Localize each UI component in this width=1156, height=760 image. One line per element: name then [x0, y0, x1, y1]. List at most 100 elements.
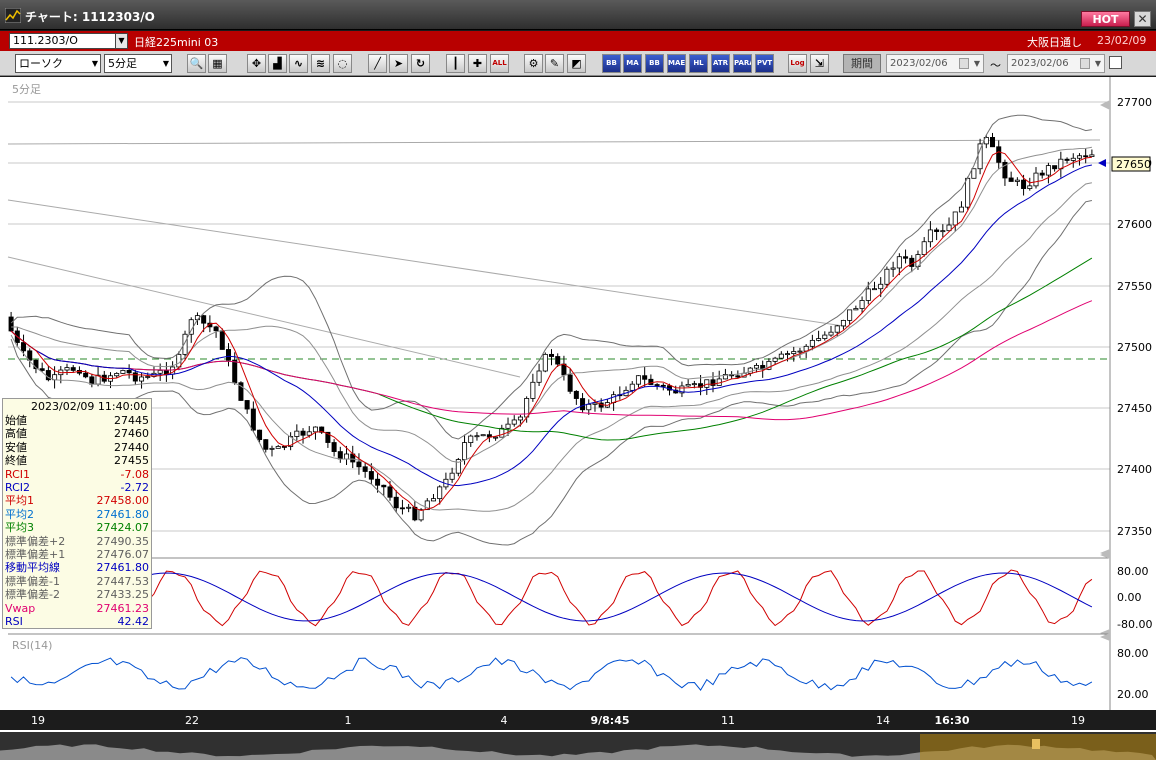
axis-arrow-icon — [1100, 100, 1110, 110]
data-window-value: 27440 — [114, 440, 149, 454]
data-window-label: 高値 — [5, 427, 27, 441]
toolbar-button-para[interactable]: PARA — [733, 54, 752, 73]
data-window-label: 標準偏差-1 — [5, 574, 60, 588]
data-window-label: 標準偏差+1 — [5, 548, 66, 561]
candle-body — [21, 342, 27, 352]
candle-body — [325, 431, 331, 443]
chevron-down-icon: ▼ — [162, 59, 169, 68]
hot-button[interactable]: HOT — [1081, 11, 1130, 27]
calendar-icon[interactable] — [959, 58, 969, 69]
toolbar-button-mae[interactable]: MAE — [667, 54, 686, 73]
candle-body — [356, 461, 362, 468]
x-axis-bar — [0, 710, 1156, 730]
ma-icon[interactable]: ∿ — [289, 54, 308, 73]
date-to-input[interactable]: 2023/02/06 ▼ — [1007, 54, 1105, 73]
candle-body — [691, 383, 697, 386]
candle-icon[interactable]: ┃ — [446, 54, 465, 73]
cross-icon[interactable]: ✚ — [468, 54, 487, 73]
price-tick-label: 27700 — [1117, 96, 1152, 109]
candle-body — [344, 453, 350, 460]
cursor-icon[interactable]: ✥ — [247, 54, 266, 73]
candle-body — [735, 375, 741, 378]
draw-line-icon[interactable]: ╱ — [368, 54, 387, 73]
x-tick-label: 14 — [876, 714, 890, 727]
candle-body — [257, 429, 263, 441]
price-tick-label: 27400 — [1117, 463, 1152, 476]
toolbar-button-log[interactable]: Log — [788, 54, 807, 73]
indicator-icon[interactable]: ▟ — [268, 54, 287, 73]
data-window-row: 移動平均線 27461.80 — [5, 561, 151, 574]
market-date: 23/02/09 — [1097, 34, 1147, 47]
data-window-row: 平均2 27461.80 — [5, 508, 151, 521]
period-button[interactable]: 期間 — [843, 54, 881, 73]
period-checkbox[interactable] — [1109, 56, 1122, 69]
candle-body — [511, 419, 517, 425]
current-price-arrow-icon — [1098, 159, 1106, 167]
symbol-dropdown-button[interactable]: ▼ — [115, 33, 128, 49]
candle-body — [225, 349, 232, 361]
toolbar-button-bb[interactable]: BB — [602, 54, 621, 73]
candle-body — [331, 442, 337, 452]
candle-body — [635, 375, 641, 385]
x-tick-label: 1 — [345, 714, 352, 727]
candle-body — [381, 484, 387, 488]
chevron-down-icon[interactable]: ▼ — [1094, 59, 1101, 68]
candle-body — [70, 367, 76, 371]
chart-area[interactable]: 27700 27650 27600 27550 27500 27450 27400 27350… — [0, 77, 1156, 760]
candle-body — [530, 381, 536, 399]
candle-body — [971, 168, 977, 179]
candle-body — [375, 478, 381, 486]
brush-icon[interactable]: ✎ — [545, 54, 564, 73]
chevron-down-icon: ▼ — [91, 59, 98, 68]
candle-body — [853, 308, 859, 311]
candle-body — [878, 283, 884, 290]
candle-body — [368, 471, 374, 480]
candle-body — [548, 353, 555, 357]
x-tick-label: 11 — [721, 714, 735, 727]
export-icon[interactable]: ⇲ — [810, 54, 829, 73]
interval-select[interactable]: 5分足 ▼ — [104, 54, 172, 73]
candle-body — [337, 451, 343, 460]
candle-body — [201, 315, 207, 324]
candle-body — [840, 319, 846, 327]
grid-icon[interactable]: ▦ — [208, 54, 227, 73]
toolbar-button-atr[interactable]: ATR — [711, 54, 730, 73]
date-to-value: 2023/02/06 — [1011, 58, 1069, 69]
data-window-row: 高値 27460 — [5, 427, 151, 440]
candle-body — [710, 379, 716, 386]
ma1-line — [10, 151, 1092, 512]
zoom-icon[interactable]: 🔍 — [187, 54, 206, 73]
all-icon[interactable]: ALL — [490, 54, 509, 73]
rotate-icon[interactable]: ↻ — [411, 54, 430, 73]
x-tick-label: 4 — [501, 714, 508, 727]
chart-type-select[interactable]: ローソク ▼ — [15, 54, 101, 73]
data-window-label: RCI1 — [5, 467, 31, 481]
rsi-label: RSI(14) — [12, 639, 52, 652]
candle-body — [952, 211, 958, 226]
candle-body — [145, 376, 151, 378]
data-window-label: 標準偏差-2 — [5, 588, 60, 602]
pointer-icon[interactable]: ➤ — [389, 54, 408, 73]
toolbar-button-hl[interactable]: HL — [689, 54, 708, 73]
data-window-row: 標準偏差-1 27447.53 — [5, 575, 151, 588]
data-window-value: -2.72 — [120, 481, 149, 494]
calendar-icon[interactable] — [1080, 58, 1090, 69]
data-window-value: 27476.07 — [96, 548, 150, 561]
toolbar-button-pvt[interactable]: PVT — [755, 54, 774, 73]
toolbar-button-ma[interactable]: MA — [623, 54, 642, 73]
date-from-input[interactable]: 2023/02/06 ▼ — [886, 54, 984, 73]
disabled-icon[interactable]: ◌ — [333, 54, 352, 73]
settings-icon[interactable]: ⚙ — [524, 54, 543, 73]
candle-body — [654, 384, 660, 386]
chevron-down-icon[interactable]: ▼ — [973, 59, 980, 68]
close-button[interactable]: ✕ — [1134, 11, 1151, 27]
candle-body — [542, 353, 548, 372]
toolbar-button-bb[interactable]: BB — [645, 54, 664, 73]
bollinger-icon[interactable]: ≋ — [311, 54, 330, 73]
color-icon[interactable]: ◩ — [567, 54, 586, 73]
candle-body — [281, 446, 287, 448]
candle-body — [940, 230, 946, 233]
chart-canvas[interactable]: 27700 27650 27600 27550 27500 27450 27400 27350… — [0, 77, 1156, 760]
symbol-code-input[interactable]: 111.2303/O — [9, 33, 116, 49]
candle-body — [269, 447, 275, 450]
